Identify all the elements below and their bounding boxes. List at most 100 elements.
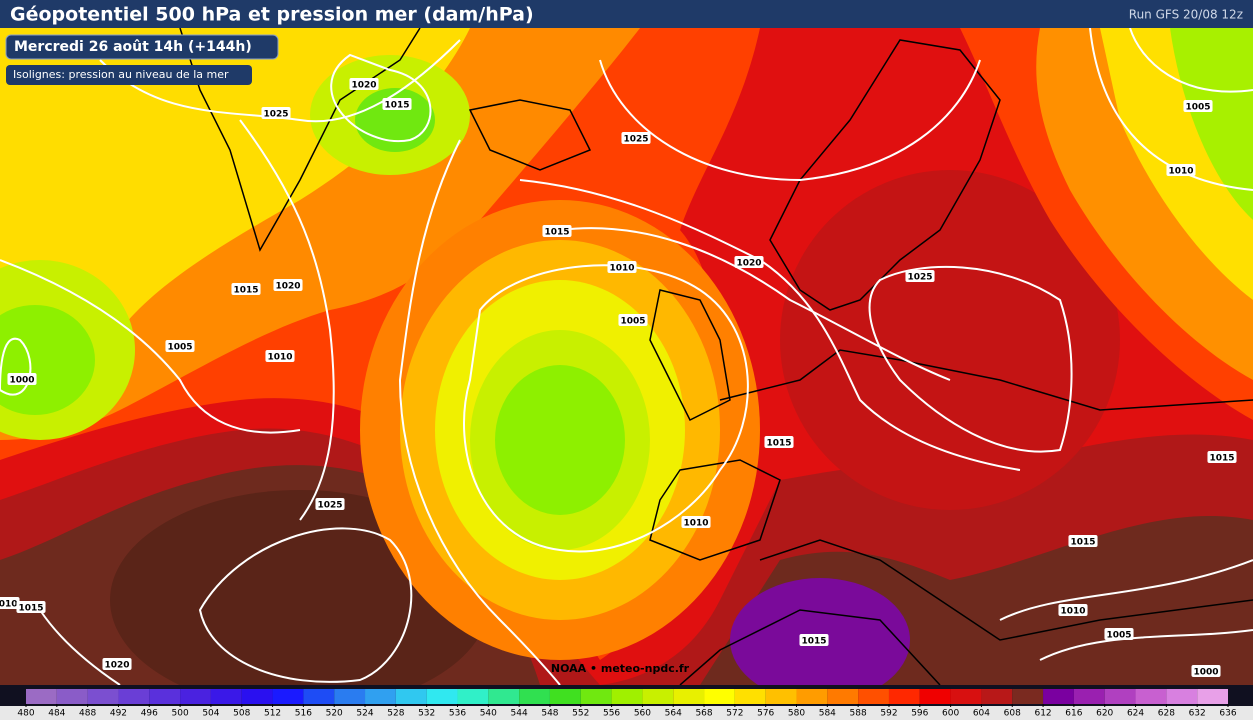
isobar-label-bg [231,283,261,295]
colorbar-tick-label: 576 [757,709,774,719]
isolines-note: Isolignes: pression au niveau de la mer [13,68,229,81]
colorbar-swatch [1043,689,1074,704]
colorbar-tick-label: 628 [1158,709,1175,719]
isobar-label: 1020 [275,282,300,292]
isobar-label-bg [382,98,412,110]
colorbar-tick-label: 616 [1065,709,1082,719]
colorbar-tick-label: 556 [603,709,620,719]
colorbar-swatch [365,689,396,704]
isobar-label: 1010 [1060,607,1085,617]
isobar-label-bg [1183,100,1213,112]
map-field: 1025 1020 1015 1025 1005 1010 1015 1010 1020 1025… [0,28,1253,685]
colorbar-tick-label: 608 [1004,709,1021,719]
isobar-label-bg [315,498,345,510]
isobar-label-bg [0,597,20,609]
colorbar-tick-label: 488 [79,709,96,719]
colorbar-swatch [118,689,150,704]
colorbar-tick-label: 536 [449,709,466,719]
colorbar-tick-label: 580 [788,709,805,719]
isobar-label: 1025 [263,110,288,120]
forecast-date: Mercredi 26 août 14h (+144h) [14,39,252,55]
date-box [5,34,279,60]
colorbar-swatch [919,689,951,704]
isobar-label: 1025 [907,273,932,283]
isobar-label-bg [1191,665,1221,677]
colorbar-swatch [827,689,859,704]
colorbar-tick-label: 540 [480,709,497,719]
coastlines [179,28,1253,685]
isobar-label-bg [265,350,295,362]
colorbar-tick-label: 584 [819,709,836,719]
colorbar-tick-label: 532 [418,709,435,719]
run-info: Run GFS 20/08 12z [1129,8,1243,22]
colorbar-tick-label: 624 [1127,709,1144,719]
colorbar-tick-label: 596 [911,709,928,719]
isobar-label-bg [618,314,648,326]
colorbar: 480 484 488 492 496 500 504 508 512 516 520 524 528 5… [17,689,1237,719]
isobar-label: 1015 [18,604,43,614]
isobar-label-bg [1058,604,1088,616]
isobar-label-bg [905,270,935,282]
isobar-label: 1010 [683,519,708,529]
colorbar-tick-label: 508 [233,709,250,719]
isobar-label-bg [764,436,794,448]
isobar-label-bg [165,340,195,352]
isobar-label-bg [621,132,651,144]
isobar-label-bg [799,634,829,646]
colorbar-tick-label: 632 [1189,709,1206,719]
colorbar-swatch [488,689,520,704]
colorbar-swatch [334,689,366,704]
isobar-label: 1010 [1168,167,1193,177]
colorbar-swatch [241,689,273,704]
colorbar-swatch [426,689,458,704]
colorbar-swatch [303,689,335,704]
colorbar-swatch [704,689,735,704]
isobar-label-bg [681,516,711,528]
colorbar-swatch [149,689,181,704]
isobars [0,28,1253,685]
map-title: Géopotentiel 500 hPa et pression mer (da… [10,4,534,26]
colorbar-swatch [1104,689,1136,704]
colorbar-swatch [642,689,674,704]
isobar-label: 1020 [104,661,129,671]
colorbar-swatch [549,689,581,704]
isobar-label-bg [1207,451,1237,463]
isobar-label: 1020 [351,81,376,91]
isobar-label: 1015 [1070,538,1095,548]
colorbar-tick-label: 604 [973,709,990,719]
colorbar-tick-label: 500 [172,709,189,719]
isobar-label-bg [734,256,764,268]
isobar-label-bg [349,78,379,90]
isobar-label-bg [7,373,37,385]
isobar-label-bg [1104,628,1134,640]
isobar-label: 1010 [267,353,292,363]
colorbar-tick-label: 512 [264,709,281,719]
isobar-label-bg [542,225,572,237]
colorbar-swatch [395,689,427,704]
colorbar-tick-label: 548 [541,709,558,719]
isobar-label: 1010 [609,264,634,274]
colorbar-tick-label: 484 [48,709,65,719]
colorbar-tick-label: 528 [387,709,404,719]
colorbar-tick-label: 612 [1034,709,1051,719]
colorbar-swatch [580,689,612,704]
colorbar-swatch [981,689,1013,704]
subtitle-box [6,65,252,85]
colorbar-tick-label: 496 [141,709,158,719]
isobar-label: 1020 [736,259,761,269]
colorbar-tick-label: 504 [202,709,219,719]
colorbar-swatch [950,689,982,704]
isobar-label: 1005 [620,317,645,327]
isobar-labels: 1025 1020 1015 1025 1005 1010 1015 1010 1020 1025… [0,78,1237,678]
colorbar-swatch [765,689,797,704]
colorbar-swatch [734,689,766,704]
isobar-label: 1025 [317,501,342,511]
colorbar-swatch [611,689,643,704]
colorbar-tick-label: 636 [1219,709,1236,719]
isobar-label-bg [16,601,46,613]
colorbar-swatch [457,689,489,704]
colorbar-swatch [210,689,242,704]
colorbar-tick-label: 564 [665,709,682,719]
colorbar-tick-label: 520 [326,709,343,719]
